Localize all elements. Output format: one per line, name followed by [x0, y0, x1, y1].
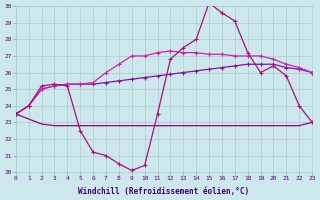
X-axis label: Windchill (Refroidissement éolien,°C): Windchill (Refroidissement éolien,°C) [78, 187, 250, 196]
